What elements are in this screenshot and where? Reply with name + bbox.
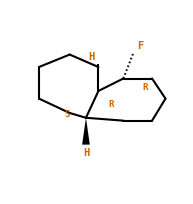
- Text: H: H: [88, 52, 95, 62]
- Text: F: F: [137, 41, 143, 51]
- Text: H: H: [83, 147, 89, 157]
- Polygon shape: [82, 118, 90, 145]
- Text: S: S: [64, 110, 70, 119]
- Text: R: R: [143, 82, 148, 91]
- Text: R: R: [108, 99, 113, 108]
